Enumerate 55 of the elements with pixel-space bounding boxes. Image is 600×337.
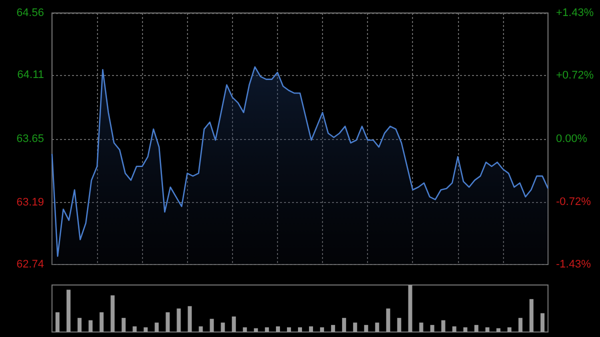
y-tick-label: 64.11 [17,69,44,82]
bar [518,318,522,332]
bar [220,322,225,332]
bar [320,327,324,332]
bar [264,327,269,332]
bar [210,318,214,332]
y2-tick-label: -0.72% [556,196,592,208]
y-tick-label: 62.74 [16,258,44,270]
bar [397,318,402,332]
bar [529,299,534,332]
y-tick-label: 63.65 [16,132,44,145]
bar [452,326,456,332]
bar [342,318,346,332]
bar [276,326,280,332]
y2-tick-label: +1.43% [556,7,594,19]
bar [507,327,512,332]
bar [496,328,500,332]
bar [188,306,192,332]
bar [132,326,137,332]
y-tick-label: 64.56 [16,7,44,19]
bar [88,320,93,332]
bar [430,324,434,332]
bar [56,312,60,332]
bar [309,326,314,332]
bar [110,295,115,332]
bar [408,285,412,332]
bar [78,318,82,332]
bar [540,313,544,332]
bar [485,327,490,332]
bar [144,327,148,332]
bar [353,322,358,332]
bar [176,308,181,332]
bar [298,327,302,332]
y2-tick-label: 0.00% [556,132,588,145]
bar [66,290,71,332]
bar [232,316,236,332]
bar [441,320,446,332]
bar [286,327,291,332]
bar [386,308,390,332]
bar [463,327,468,332]
bar [375,322,380,332]
bar [364,324,368,332]
bar [331,324,336,332]
y-tick-label: 63.19 [16,196,44,208]
bar [254,328,258,332]
y2-tick-label: -1.43% [556,258,592,270]
bar [198,326,203,332]
bar [100,312,104,332]
bar [154,322,159,332]
bar [166,312,170,332]
bar [242,327,247,332]
bar [419,322,424,332]
bar [122,318,126,332]
y2-tick-label: +0.72% [556,69,594,82]
bar [474,324,478,332]
